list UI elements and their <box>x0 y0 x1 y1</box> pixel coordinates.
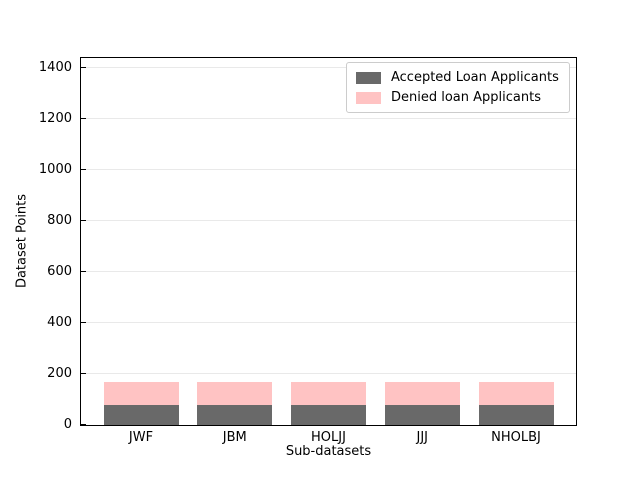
gridline-y-1200 <box>81 118 576 120</box>
y-tick-label-1000: 1000 <box>38 161 72 177</box>
gridline-y-1000 <box>81 169 576 171</box>
y-tick-label-200: 200 <box>47 365 72 381</box>
legend-swatch-0 <box>356 71 381 84</box>
plot-area <box>80 57 577 426</box>
x-tick-label-JJJ: JJJ <box>416 430 428 445</box>
legend: Accepted Loan Applicants Denied loan Appl… <box>346 62 570 113</box>
legend-item-1: Denied loan Applicants <box>356 89 560 106</box>
bar-JBM-accepted <box>197 404 273 425</box>
x-axis-label: Sub-datasets <box>285 444 372 459</box>
y-tick-mark-800 <box>81 220 86 222</box>
y-tick-label-400: 400 <box>47 314 72 330</box>
bar-HOLJJ-accepted <box>291 404 366 425</box>
bar-NHOLBJ-accepted <box>478 404 554 425</box>
gridline-y-800 <box>81 220 576 222</box>
bar-JJJ-denied <box>384 382 460 405</box>
bar-JWF-accepted <box>103 404 179 425</box>
bar-JBM-denied <box>197 382 273 405</box>
x-tick-label-JBM: JBM <box>222 430 247 445</box>
bar-HOLJJ-denied <box>291 382 366 405</box>
y-tick-label-800: 800 <box>47 212 72 228</box>
bar-JWF-denied <box>103 382 179 405</box>
y-tick-mark-0 <box>81 424 86 425</box>
legend-label-0: Accepted Loan Applicants <box>391 70 559 85</box>
y-tick-mark-200 <box>81 373 86 375</box>
gridline-y-400 <box>81 322 576 324</box>
y-tick-label-1400: 1400 <box>38 59 72 75</box>
x-tick-label-HOLJJ: HOLJJ <box>311 430 346 445</box>
legend-label-1: Denied loan Applicants <box>391 90 541 105</box>
y-tick-mark-400 <box>81 322 86 324</box>
gridline-y-600 <box>81 271 576 273</box>
x-tick-label-JWF: JWF <box>128 430 154 445</box>
y-tick-mark-1400 <box>81 67 86 69</box>
y-tick-label-0: 0 <box>63 417 72 432</box>
bar-NHOLBJ-denied <box>478 382 554 405</box>
y-tick-mark-1000 <box>81 169 86 171</box>
bar-JJJ-accepted <box>384 404 460 425</box>
y-tick-label-600: 600 <box>47 263 72 279</box>
x-tick-label-NHOLBJ: NHOLBJ <box>491 430 541 445</box>
y-tick-mark-600 <box>81 271 86 273</box>
y-tick-label-1200: 1200 <box>38 110 72 126</box>
gridline-y-200 <box>81 373 576 375</box>
legend-item-0: Accepted Loan Applicants <box>356 69 560 86</box>
gridline-y-1400 <box>81 67 576 69</box>
legend-swatch-1 <box>356 91 381 104</box>
y-tick-mark-1200 <box>81 118 86 120</box>
